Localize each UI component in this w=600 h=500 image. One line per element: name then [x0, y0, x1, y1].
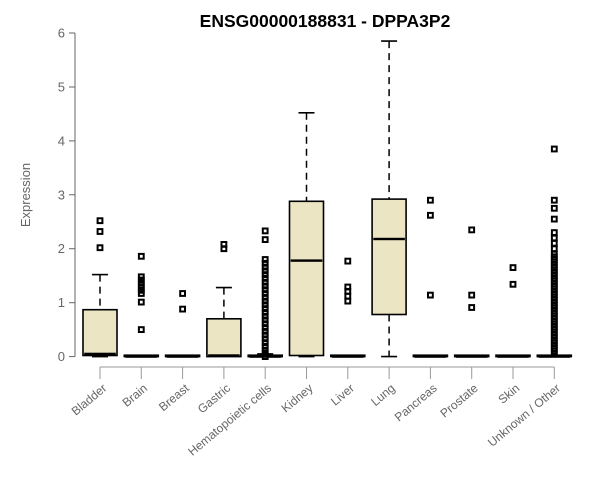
svg-text:0: 0 — [58, 349, 65, 364]
svg-text:6: 6 — [58, 26, 65, 41]
svg-text:2: 2 — [58, 241, 65, 256]
svg-text:4: 4 — [58, 133, 65, 148]
svg-text:1: 1 — [58, 295, 65, 310]
svg-text:3: 3 — [58, 187, 65, 202]
svg-text:5: 5 — [58, 80, 65, 95]
